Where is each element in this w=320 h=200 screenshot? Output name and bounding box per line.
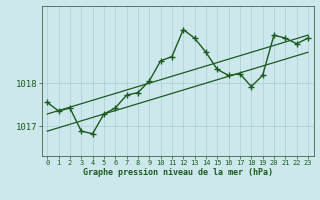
X-axis label: Graphe pression niveau de la mer (hPa): Graphe pression niveau de la mer (hPa) (83, 168, 273, 177)
